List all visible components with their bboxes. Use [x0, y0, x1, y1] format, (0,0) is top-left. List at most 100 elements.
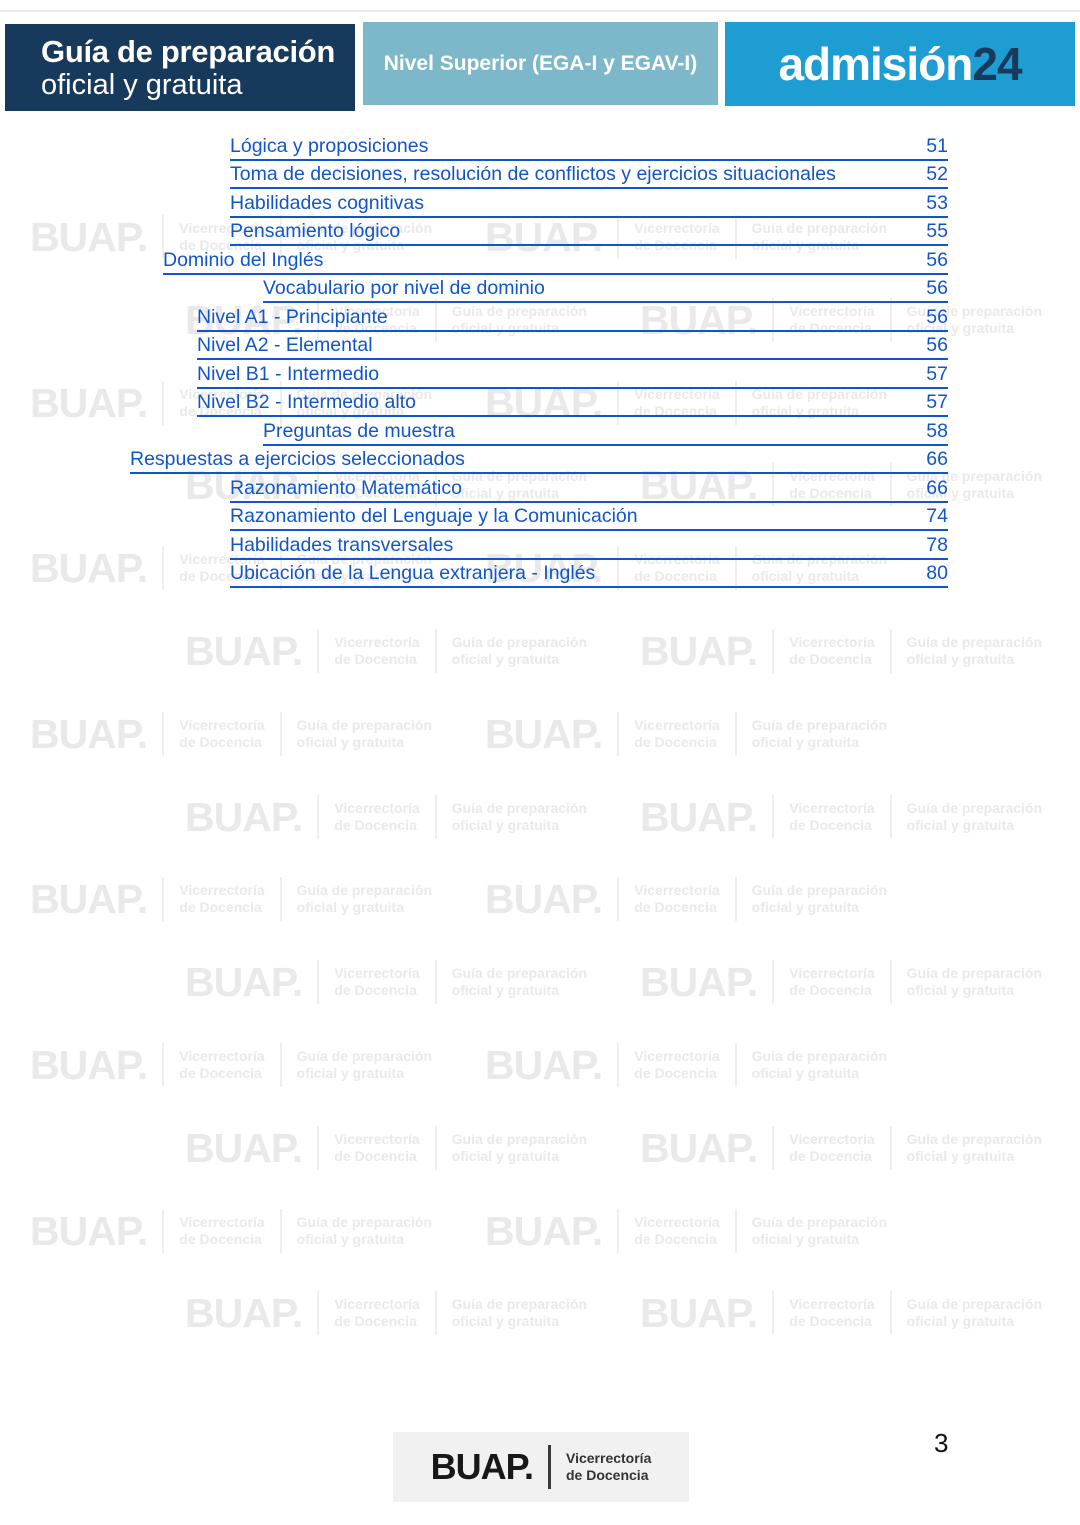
- toc-entry[interactable]: Nivel B2 - Intermedio alto 57: [197, 389, 948, 417]
- toc-entry[interactable]: Nivel A1 - Principiante 56: [197, 303, 948, 332]
- watermark-org-name: Vicerrectoría de Docencia: [634, 882, 720, 916]
- buap-logo-watermark: BUAP.: [30, 545, 148, 592]
- watermark-divider: [317, 629, 320, 673]
- watermark-org-name: Vicerrectoría de Docencia: [179, 882, 265, 916]
- watermark-tile: BUAP. Vicerrectoría de Docencia Guía de p…: [30, 215, 470, 259]
- watermark-divider: [617, 711, 620, 756]
- watermark-divider: [317, 794, 320, 839]
- toc-entry[interactable]: Razonamiento del Lenguaje y la Comunicac…: [230, 503, 948, 531]
- footer-org-name: Vicerrectoría de Docencia: [566, 1450, 652, 1483]
- watermark-guide-name: Guía de preparación oficial y gratuita: [296, 882, 433, 916]
- watermark-divider: [889, 1291, 892, 1336]
- watermark-divider: [279, 546, 282, 591]
- watermark-divider: [734, 1208, 737, 1253]
- watermark-tile: BUAP. Vicerrectoría de Docencia Guía de p…: [640, 960, 1080, 1005]
- level-label: Nivel Superior (EGA-I y EGAV-I): [383, 51, 698, 75]
- watermark-guide-name: Guía de preparación oficial y gratuita: [296, 220, 433, 253]
- watermark-divider: [617, 1043, 620, 1087]
- toc-entry-page: 52: [926, 163, 948, 185]
- watermark-divider: [434, 629, 437, 673]
- watermark-org-name: Vicerrectoría de Docencia: [334, 799, 420, 833]
- watermark-tile: BUAP. Vicerrectoría de Docencia Guía de p…: [185, 1291, 625, 1336]
- watermark-org-name: Vicerrectoría de Docencia: [789, 1296, 875, 1330]
- watermark-divider: [434, 297, 437, 342]
- watermark-tile: BUAP. Vicerrectoría de Docencia Guía de p…: [640, 297, 1080, 342]
- watermark-divider: [434, 463, 437, 508]
- watermark-guide-name: Guía de preparación oficial y gratuita: [751, 716, 888, 750]
- watermark-org-name: Vicerrectoría de Docencia: [789, 302, 875, 336]
- guide-title-line2: oficial y gratuita: [41, 68, 243, 101]
- watermark-guide-name: Guía de preparación oficial y gratuita: [296, 716, 433, 750]
- toc-entry[interactable]: Lógica y proposiciones 51: [230, 132, 948, 161]
- toc-entry-label: Ubicación de la Lengua extranjera - Ingl…: [230, 562, 596, 584]
- watermark-tile: BUAP. Vicerrectoría de Docencia Guía de p…: [185, 794, 625, 839]
- buap-logo-watermark: BUAP.: [485, 876, 603, 923]
- toc-entry-page: 51: [926, 134, 948, 157]
- toc-entry[interactable]: Nivel B1 - Intermedio 57: [197, 360, 948, 389]
- watermark-divider: [279, 1043, 282, 1087]
- watermark-guide-name: Guía de preparación oficial y gratuita: [296, 1048, 433, 1081]
- toc-entry[interactable]: Respuestas a ejercicios seleccionados 66: [130, 446, 948, 474]
- watermark-divider: [162, 215, 165, 259]
- watermark-divider: [317, 1291, 320, 1336]
- watermark-tile: BUAP. Vicerrectoría de Docencia Guía de p…: [640, 1125, 1080, 1170]
- toc-entry[interactable]: Razonamiento Matemático 66: [230, 474, 948, 503]
- buap-logo-watermark: BUAP.: [640, 462, 758, 509]
- buap-logo-watermark: BUAP.: [485, 214, 603, 260]
- toc-entry[interactable]: Pensamiento lógico 55: [230, 218, 948, 246]
- watermark-guide-name: Guía de preparación oficial y gratuita: [451, 1130, 588, 1164]
- toc-entry[interactable]: Toma de decisiones, resolución de confli…: [230, 161, 948, 189]
- watermark-org-name: Vicerrectoría de Docencia: [179, 1213, 265, 1247]
- watermark-org-name: Vicerrectoría de Docencia: [789, 1130, 875, 1164]
- toc-entry[interactable]: Vocabulario por nivel de dominio 56: [263, 275, 948, 303]
- page-number: 3: [934, 1428, 949, 1458]
- watermark-divider: [162, 546, 165, 591]
- toc-entry-label: Razonamiento Matemático: [230, 476, 462, 499]
- toc-entry[interactable]: Nivel A2 - Elemental 56: [197, 332, 948, 360]
- watermark-org-name: Vicerrectoría de Docencia: [634, 385, 720, 419]
- watermark-row: BUAP. Vicerrectoría de Docencia Guía de p…: [185, 960, 1080, 1005]
- toc-entry-page: 57: [926, 391, 948, 413]
- watermark-org-name: Vicerrectoría de Docencia: [634, 1213, 720, 1247]
- watermark-divider: [434, 1125, 437, 1170]
- toc-entry[interactable]: Dominio del Inglés 56: [163, 246, 948, 275]
- watermark-divider: [279, 1208, 282, 1253]
- watermark-org-name: Vicerrectoría de Docencia: [179, 220, 265, 253]
- toc-entry-label: Lógica y proposiciones: [230, 134, 429, 157]
- watermark-guide-name: Guía de preparación oficial y gratuita: [451, 1296, 588, 1330]
- toc-entry-label: Habilidades transversales: [230, 533, 454, 556]
- watermark-divider: [772, 629, 775, 673]
- watermark-divider: [772, 463, 775, 508]
- watermark-tile: BUAP. Vicerrectoría de Docencia Guía de p…: [30, 877, 470, 922]
- watermark-tile: BUAP. Vicerrectoría de Docencia Guía de p…: [485, 1043, 925, 1087]
- toc-entry-page: 56: [926, 305, 948, 328]
- watermark-divider: [617, 215, 620, 259]
- watermark-tile: BUAP. Vicerrectoría de Docencia Guía de p…: [185, 960, 625, 1005]
- buap-logo-watermark: BUAP.: [185, 296, 303, 343]
- toc-entry-page: 57: [926, 362, 948, 385]
- page-top-divider: [0, 10, 1080, 12]
- watermark-divider: [772, 794, 775, 839]
- toc-entry[interactable]: Ubicación de la Lengua extranjera - Ingl…: [230, 560, 948, 588]
- toc-entry[interactable]: Habilidades cognitivas 53: [230, 189, 948, 218]
- toc-entry-page: 56: [926, 248, 948, 271]
- watermark-org-name: Vicerrectoría de Docencia: [179, 385, 265, 419]
- toc-entry-label: Respuestas a ejercicios seleccionados: [130, 448, 465, 470]
- watermark-tile: BUAP. Vicerrectoría de Docencia Guía de p…: [185, 629, 625, 673]
- toc-entry-page: 66: [926, 448, 948, 470]
- watermark-tile: BUAP. Vicerrectoría de Docencia Guía de p…: [30, 1043, 470, 1087]
- watermark-guide-name: Guía de preparación oficial y gratuita: [451, 302, 588, 336]
- watermark-divider: [617, 546, 620, 591]
- watermark-divider: [162, 1208, 165, 1253]
- watermark-divider: [162, 1043, 165, 1087]
- watermark-guide-name: Guía de preparación oficial y gratuita: [906, 634, 1043, 667]
- watermark-divider: [734, 215, 737, 259]
- watermark-divider: [317, 463, 320, 508]
- toc-entry[interactable]: Habilidades transversales 78: [230, 531, 948, 560]
- toc-entry[interactable]: Preguntas de muestra 58: [263, 417, 948, 446]
- watermark-divider: [162, 877, 165, 922]
- watermark-guide-name: Guía de preparación oficial y gratuita: [451, 634, 588, 667]
- buap-logo-watermark: BUAP.: [30, 1042, 148, 1088]
- watermark-tile: BUAP. Vicerrectoría de Docencia Guía de p…: [485, 711, 925, 756]
- footer-divider: [548, 1445, 551, 1489]
